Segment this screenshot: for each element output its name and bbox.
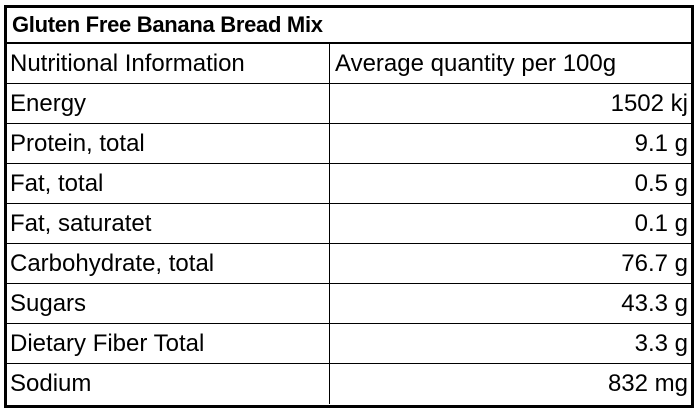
table-title: Gluten Free Banana Bread Mix bbox=[7, 8, 691, 44]
row-value: 3.3 g bbox=[634, 329, 688, 357]
nutrition-table: Gluten Free Banana Bread Mix Nutritional… bbox=[4, 5, 694, 408]
row-value: 76.7 g bbox=[621, 249, 688, 277]
row-label: Fat, saturatet bbox=[7, 204, 330, 243]
table-row-sugars: Sugars 43.3 g bbox=[7, 284, 691, 324]
row-value: 0.1 g bbox=[634, 209, 688, 237]
row-value: 832 mg bbox=[607, 370, 688, 397]
row-value: 43.3 g bbox=[621, 289, 688, 317]
row-label: Carbohydrate, total bbox=[7, 244, 330, 283]
row-label: Dietary Fiber Total bbox=[7, 324, 330, 363]
table-row-dietary-fiber: Dietary Fiber Total 3.3 g bbox=[7, 324, 691, 364]
row-label: Energy bbox=[7, 84, 330, 123]
table-row-sodium: Sodium 832 mg bbox=[7, 364, 691, 404]
column-header-nutritional-information: Nutritional Information bbox=[7, 44, 330, 83]
table-row-energy: Energy 1502 kj bbox=[7, 84, 691, 124]
row-label: Protein, total bbox=[7, 124, 330, 163]
column-header-average-quantity: Average quantity per 100g bbox=[335, 49, 617, 77]
row-value: 1502 kj bbox=[610, 89, 688, 117]
row-value: 9.1 g bbox=[634, 129, 688, 157]
row-label: Fat, total bbox=[7, 164, 330, 203]
table-row-fat-saturated: Fat, saturatet 0.1 g bbox=[7, 204, 691, 244]
table-row-fat-total: Fat, total 0.5 g bbox=[7, 164, 691, 204]
table-row-carbohydrate: Carbohydrate, total 76.7 g bbox=[7, 244, 691, 284]
table-header-row: Nutritional Information Average quantity… bbox=[7, 44, 691, 84]
row-label: Sodium bbox=[7, 364, 330, 404]
row-label: Sugars bbox=[7, 284, 330, 323]
table-row-protein: Protein, total 9.1 g bbox=[7, 124, 691, 164]
row-value: 0.5 g bbox=[634, 169, 688, 197]
